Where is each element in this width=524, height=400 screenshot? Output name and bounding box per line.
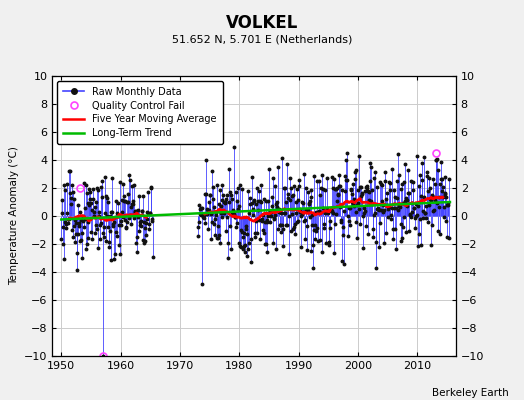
Text: 51.652 N, 5.701 E (Netherlands): 51.652 N, 5.701 E (Netherlands) xyxy=(172,34,352,44)
Y-axis label: Temperature Anomaly (°C): Temperature Anomaly (°C) xyxy=(8,146,19,286)
Text: VOLKEL: VOLKEL xyxy=(226,14,298,32)
Legend: Raw Monthly Data, Quality Control Fail, Five Year Moving Average, Long-Term Tren: Raw Monthly Data, Quality Control Fail, … xyxy=(57,81,223,144)
Text: Berkeley Earth: Berkeley Earth xyxy=(432,388,508,398)
